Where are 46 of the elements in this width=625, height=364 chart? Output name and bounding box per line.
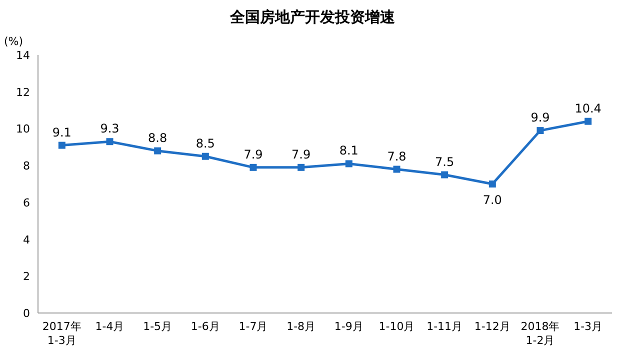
data-label: 8.8 [148, 130, 168, 145]
x-tick-label: 1-9月 [334, 320, 364, 333]
point [298, 164, 305, 171]
data-label: 9.1 [52, 125, 72, 140]
x-tick-label: 1-8月 [286, 320, 316, 333]
y-axis-title: (%) [4, 35, 24, 48]
y-tick-label: 10 [16, 122, 30, 136]
data-label: 7.9 [244, 147, 263, 162]
y-tick-label: 0 [23, 307, 30, 320]
x-tick-label: 1-7月 [238, 320, 268, 333]
point [536, 127, 544, 134]
point [488, 180, 496, 188]
x-tick-label: 1-12月 [474, 320, 510, 333]
point [250, 164, 257, 171]
y-tick-label: 2 [23, 270, 30, 284]
point [441, 171, 448, 178]
data-label: 9.9 [530, 110, 550, 125]
point [154, 147, 162, 154]
y-tick-label: 4 [23, 233, 30, 246]
x-tick-label: 1-11月 [426, 320, 463, 333]
y-tick-label: 8 [23, 160, 30, 173]
y-tick-label: 6 [23, 196, 30, 210]
point [345, 160, 352, 168]
x-tick-label: 2018年 1-2月 [520, 320, 560, 347]
x-tick-label: 1-10月 [378, 320, 415, 333]
point [584, 118, 592, 125]
data-label: 8.1 [339, 144, 358, 158]
chart-title: 全国房地产开发投资增速 [229, 8, 396, 26]
y-tick-label: 14 [16, 49, 30, 62]
data-label: 7.8 [387, 149, 406, 164]
data-label: 7.0 [482, 193, 502, 207]
point [202, 152, 209, 160]
point [106, 138, 114, 146]
point [393, 166, 400, 173]
y-tick-label: 12 [16, 86, 30, 99]
data-label: 7.5 [435, 154, 454, 169]
x-tick-label: 2017年 1-3月 [42, 320, 82, 347]
x-tick-label: 1-3月 [574, 320, 603, 333]
data-label: 9.3 [100, 122, 120, 136]
point [58, 142, 66, 149]
data-label: 10.4 [574, 101, 602, 116]
x-tick-label: 1-4月 [95, 320, 124, 333]
x-tick-label: 1-6月 [190, 320, 220, 333]
data-label: 7.9 [292, 147, 311, 162]
data-label: 8.5 [196, 136, 215, 150]
x-tick-label: 1-5月 [143, 320, 172, 333]
